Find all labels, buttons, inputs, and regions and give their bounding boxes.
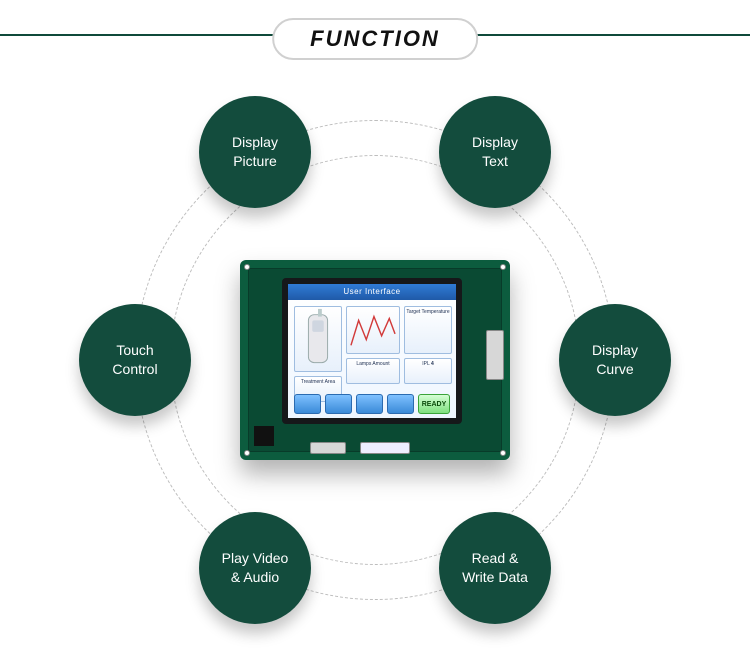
mount-hole (500, 450, 506, 456)
panel-graph (346, 306, 400, 354)
feature-bubble-read-write-data: Read & Write Data (439, 512, 551, 624)
ui-button (325, 394, 352, 414)
panel-lamps-amount: Lamps Amount (346, 358, 400, 384)
feature-bubble-label: Touch Control (112, 341, 157, 379)
panel-target-temperature: Target Temperature (404, 306, 452, 354)
feature-bubble-display-curve: Display Curve (559, 304, 671, 416)
ipl-value: 4 (431, 361, 434, 367)
feature-bubble-label: Display Text (472, 133, 518, 171)
ipl-label: IPL (422, 361, 429, 367)
feature-bubble-label: Read & Write Data (462, 549, 528, 587)
screen-button-row: READY (294, 394, 450, 414)
bottom-connector (310, 442, 346, 454)
section-title-badge: FUNCTION (272, 18, 478, 60)
screen-title-bar: User Interface (288, 284, 456, 300)
feature-bubble-label: Play Video & Audio (222, 549, 289, 587)
function-diagram: User Interface Target Temperature Lamps … (95, 90, 655, 630)
panel-lamps-title: Lamps Amount (347, 359, 399, 367)
feature-bubble-label: Display Picture (232, 133, 278, 171)
ic-chip (254, 426, 274, 446)
panel-treat-title: Treatment Area (295, 377, 341, 385)
section-title: FUNCTION (310, 26, 440, 51)
product-illustration: User Interface Target Temperature Lamps … (240, 260, 510, 460)
lcd-screen: User Interface Target Temperature Lamps … (282, 278, 462, 424)
gpio-connector (486, 330, 504, 380)
mount-hole (244, 450, 250, 456)
panel-ipl: IPL 4 (404, 358, 452, 384)
ui-button (294, 394, 321, 414)
mount-hole (244, 264, 250, 270)
screen-body: Target Temperature Lamps Amount IPL 4 Tr… (288, 300, 456, 418)
panel-machine-image (294, 306, 342, 372)
feature-bubble-label: Display Curve (592, 341, 638, 379)
feature-bubble-display-picture: Display Picture (199, 96, 311, 208)
ribbon-connector (360, 442, 410, 454)
ui-button (356, 394, 383, 414)
mount-hole (500, 264, 506, 270)
ui-button (387, 394, 414, 414)
feature-bubble-play-video-audio: Play Video & Audio (199, 512, 311, 624)
ready-button: READY (418, 394, 450, 414)
feature-bubble-touch-control: Touch Control (79, 304, 191, 416)
panel-temp-title: Target Temperature (405, 307, 451, 315)
feature-bubble-display-text: Display Text (439, 96, 551, 208)
